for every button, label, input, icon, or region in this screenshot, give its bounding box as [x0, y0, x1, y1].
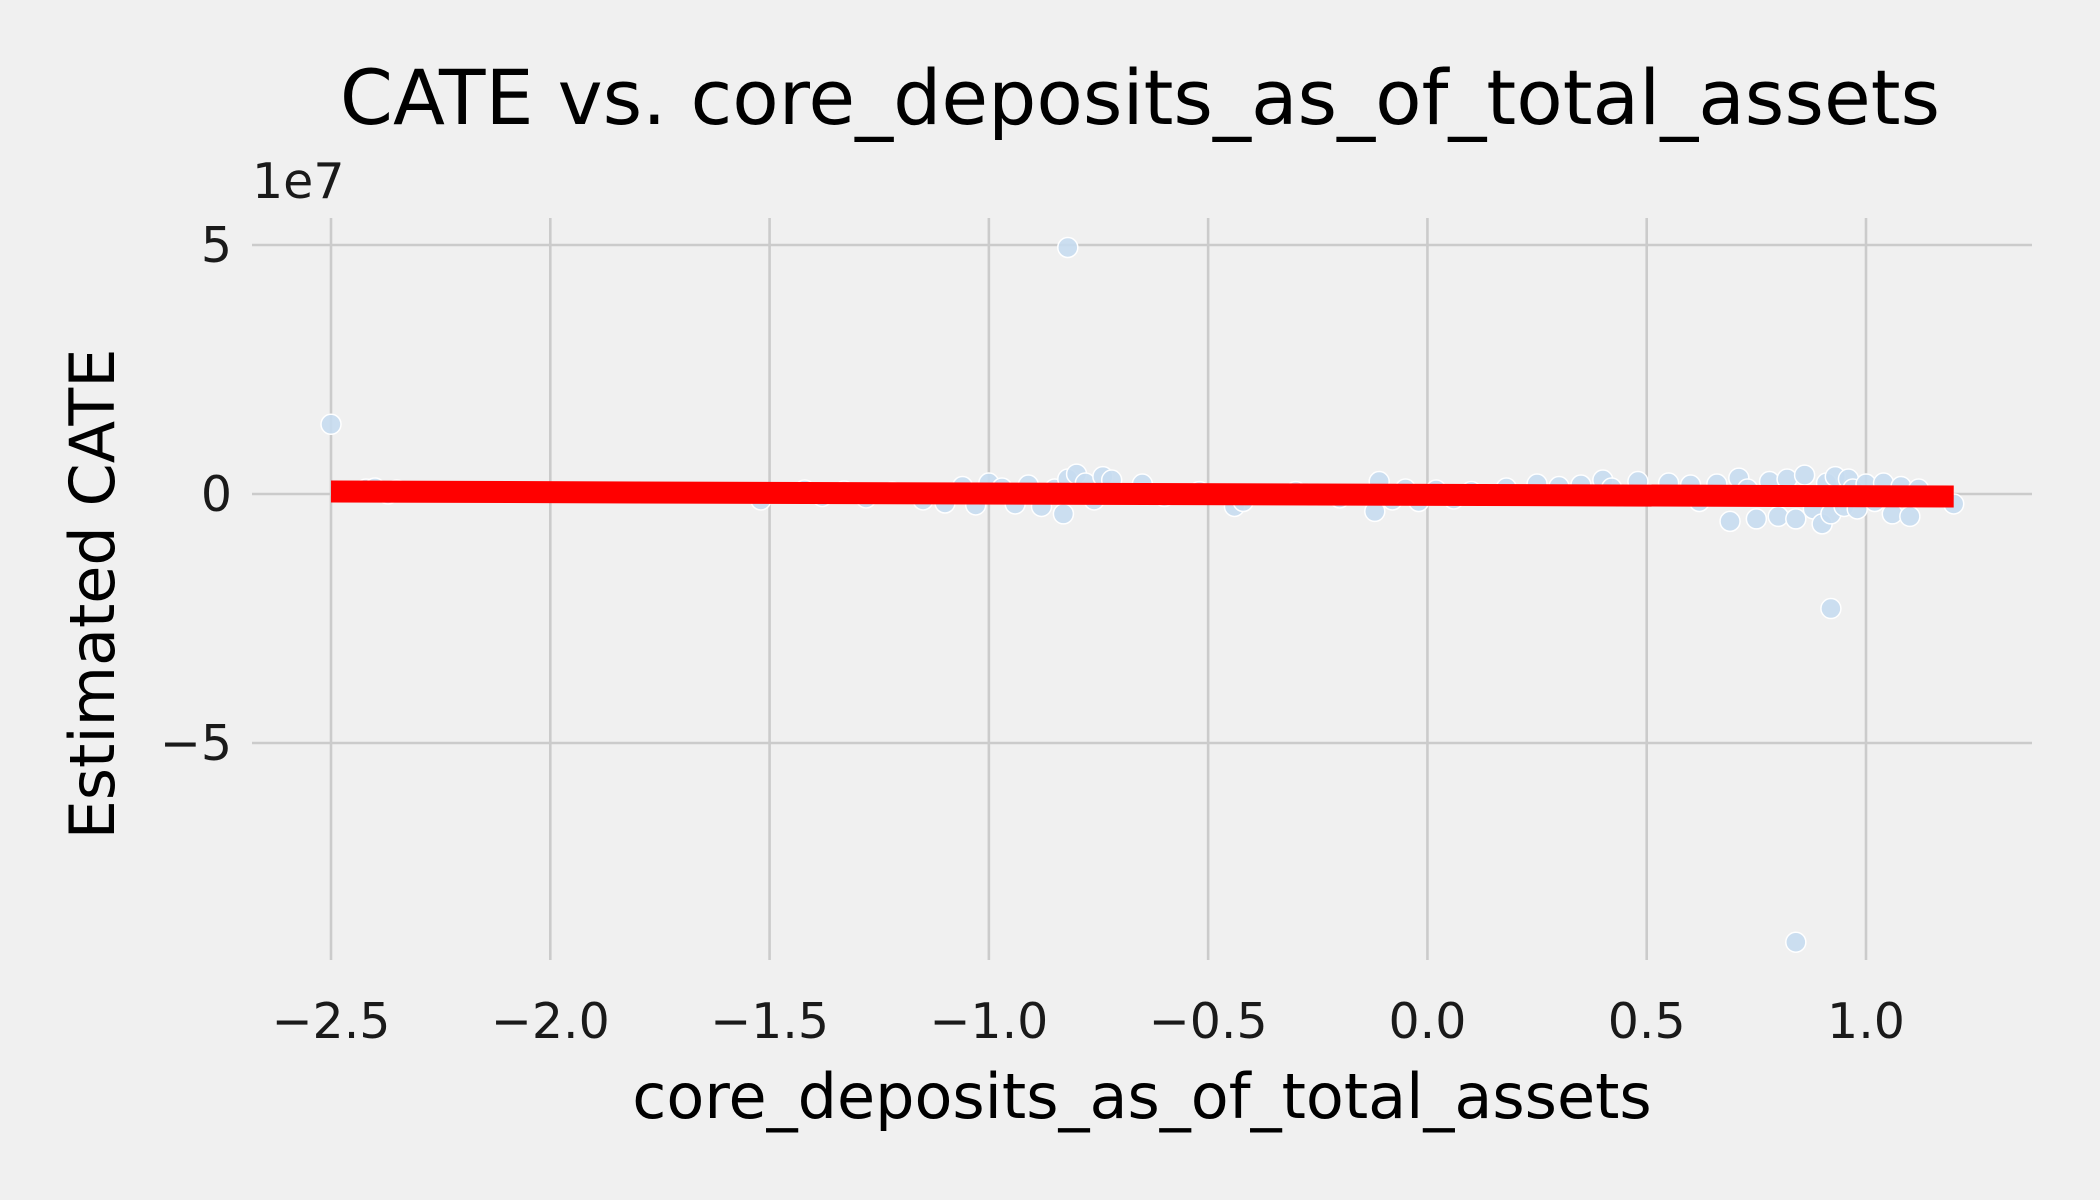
x-tick-label: −2.0	[491, 993, 610, 1050]
y-axis-label: Estimated CATE	[56, 349, 129, 840]
data-point	[1052, 503, 1075, 525]
data-point	[1785, 508, 1807, 530]
x-tick-label: −0.5	[1149, 993, 1268, 1050]
fit-line	[330, 480, 1954, 508]
fit-line-group	[330, 480, 1954, 508]
data-point	[1767, 505, 1790, 528]
y-axis-offset-label: 1e7	[252, 153, 345, 210]
x-tick-label: 0.5	[1608, 993, 1686, 1050]
chart-title: CATE vs. core_deposits_as_of_total_asset…	[340, 53, 1940, 142]
x-tick-label: 0.0	[1388, 993, 1466, 1050]
x-tick-label: −1.5	[710, 993, 829, 1050]
data-point	[1719, 510, 1741, 533]
data-point	[1793, 464, 1816, 486]
data-point	[320, 413, 342, 436]
data-point	[1745, 508, 1768, 530]
data-point	[1057, 236, 1079, 259]
x-gridlines	[329, 218, 1868, 960]
data-point	[1899, 505, 1921, 528]
y-tick-label: 0	[201, 466, 232, 523]
x-tick-labels: −2.5 −2.0 −1.5 −1.0 −0.5 0.0 0.5 1.0	[272, 993, 1905, 1050]
x-tick-label: 1.0	[1827, 993, 1905, 1050]
x-tick-label: −1.0	[929, 993, 1048, 1050]
y-tick-label: −5	[160, 715, 232, 772]
x-tick-label: −2.5	[272, 993, 391, 1050]
x-axis-label: core_deposits_as_of_total_assets	[632, 1060, 1651, 1133]
data-point	[1820, 597, 1842, 620]
data-point	[1785, 931, 1807, 953]
y-tick-labels: 5 0 −5	[160, 217, 232, 772]
y-tick-label: 5	[201, 217, 232, 274]
